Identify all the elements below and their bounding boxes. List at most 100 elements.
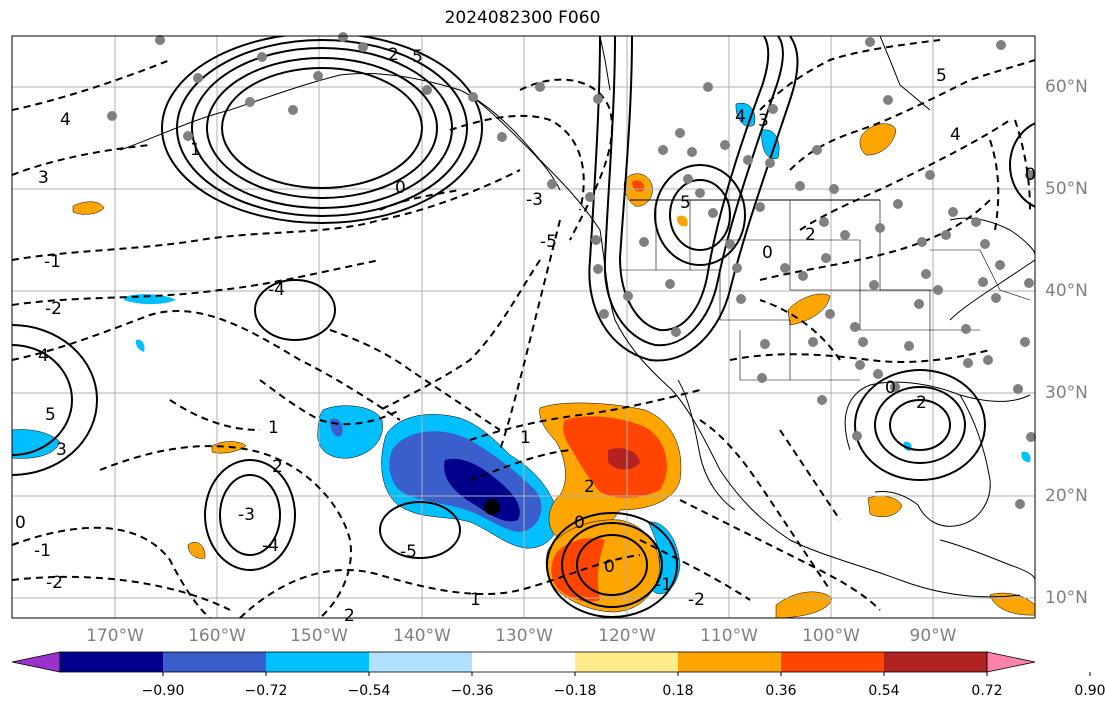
positive-anomaly-region xyxy=(787,293,831,326)
contour-label: -3 xyxy=(526,190,543,210)
contour-label: -5 xyxy=(400,542,417,562)
contour-label: 1 xyxy=(190,140,201,160)
colorbar-segment xyxy=(60,652,164,672)
contour-label: 4 xyxy=(38,346,49,366)
negative-anomaly-region xyxy=(317,405,383,459)
map-title: 2024082300 F060 xyxy=(444,8,601,28)
contour-label: -5 xyxy=(540,232,557,252)
contour-label: -2 xyxy=(688,590,705,610)
contour-label: 4 xyxy=(60,110,71,130)
positive-anomaly-region xyxy=(187,542,206,559)
colorbar-segment xyxy=(266,652,370,672)
longitude-label: 150°W xyxy=(290,626,348,646)
longitude-label: 140°W xyxy=(393,626,451,646)
contour-label: 3 xyxy=(758,111,769,131)
shaded-anomaly-layer xyxy=(12,102,1035,618)
positive-anomaly-region xyxy=(676,215,688,227)
latitude-label: 30°N xyxy=(1045,383,1088,403)
colorbar-tick-label: −0.18 xyxy=(553,683,597,699)
latitude-label: 10°N xyxy=(1045,588,1088,608)
latitude-label: 20°N xyxy=(1045,486,1088,506)
contour-label: 5 xyxy=(680,193,691,213)
political-borders xyxy=(620,200,1031,381)
storm-center-marker xyxy=(484,499,500,515)
contour-label: -4 xyxy=(268,280,285,300)
colorbar-tick-label: −0.72 xyxy=(244,683,288,699)
contour-label: -1 xyxy=(34,541,51,561)
colorbar-tick-label: 0.36 xyxy=(765,683,797,699)
contour-label: 0 xyxy=(574,513,585,533)
colorbar-segment xyxy=(163,652,267,672)
positive-anomaly-region xyxy=(775,591,833,618)
latitude-label: 50°N xyxy=(1045,179,1088,199)
colorbar-tick-label: 0.54 xyxy=(868,683,900,699)
contour-label: -4 xyxy=(262,536,279,556)
contour-label: 0 xyxy=(1025,165,1036,185)
colorbar xyxy=(11,651,1091,676)
negative-anomaly-region xyxy=(12,429,61,459)
contour-label: 1 xyxy=(520,428,531,448)
contour-label: 2 xyxy=(584,477,595,497)
colorbar-segment xyxy=(678,652,782,672)
contour-label: -2 xyxy=(46,573,63,593)
contour-labels: 5 4 3 2 1 0 -1 -2 -3 -4 -5 4 5 3 2 1 0 -… xyxy=(15,45,1036,626)
contour-label: 0 xyxy=(762,243,773,263)
contour-label: 0 xyxy=(15,513,26,533)
station-markers xyxy=(107,32,1036,509)
colorbar-segment xyxy=(575,652,679,672)
contour-label: 5 xyxy=(936,66,947,86)
latitude-label: 60°N xyxy=(1045,77,1088,97)
contour-label: -3 xyxy=(238,505,255,525)
contour-label: -1 xyxy=(655,575,672,595)
contour-label: -2 xyxy=(45,299,62,319)
colorbar-extend-low xyxy=(11,651,61,673)
colorbar-segment xyxy=(369,652,473,672)
contour-label: 5 xyxy=(412,47,423,67)
longitude-label: 160°W xyxy=(188,626,246,646)
contour-label: 1 xyxy=(470,590,481,610)
longitude-label: 170°W xyxy=(86,626,144,646)
contour-label: 0 xyxy=(395,178,406,198)
contour-label: 5 xyxy=(45,405,56,425)
negative-anomaly-region xyxy=(1021,451,1031,463)
negative-anomaly-region xyxy=(761,129,780,160)
colorbar-tick-label: −0.36 xyxy=(450,683,494,699)
positive-anomaly-region xyxy=(859,123,897,156)
longitude-label: 120°W xyxy=(598,626,656,646)
colorbar-tick-label: 0.90 xyxy=(1074,683,1105,699)
colorbar-outline xyxy=(59,651,988,673)
colorbar-tick-label: 0.72 xyxy=(971,683,1003,699)
longitude-label: 130°W xyxy=(495,626,553,646)
negative-anomaly-region xyxy=(135,339,145,352)
contour-label: 0 xyxy=(885,378,896,398)
contour-label: 1 xyxy=(268,418,279,438)
longitude-label: 110°W xyxy=(700,626,758,646)
contour-label: 2 xyxy=(388,45,399,65)
colorbar-segment xyxy=(884,652,988,672)
positive-contours xyxy=(12,36,1035,618)
contour-label: 3 xyxy=(38,168,49,188)
contour-label: 2 xyxy=(344,606,355,626)
negative-anomaly-center xyxy=(444,458,520,522)
contour-label: 2 xyxy=(272,457,283,477)
colorbar-tick-label: −0.90 xyxy=(141,683,185,699)
positive-anomaly-region xyxy=(72,201,105,215)
positive-anomaly-region xyxy=(867,495,903,517)
contour-label: 4 xyxy=(735,107,746,127)
contour-label: 0 xyxy=(604,557,615,577)
negative-contours xyxy=(12,39,1035,618)
longitude-label: 100°W xyxy=(802,626,860,646)
contour-label: 2 xyxy=(916,393,927,413)
colorbar-tick-label: 0.18 xyxy=(662,683,694,699)
longitude-label: 90°W xyxy=(909,626,957,646)
contour-label: 3 xyxy=(56,440,67,460)
gridlines xyxy=(12,36,1035,618)
latitude-label: 40°N xyxy=(1045,281,1088,301)
positive-anomaly-region xyxy=(989,592,1035,616)
contour-label: -1 xyxy=(44,252,61,272)
colorbar-segment xyxy=(472,652,576,672)
positive-anomaly-center xyxy=(608,448,640,470)
map-frame xyxy=(11,35,1036,619)
colorbar-tick-label: −0.54 xyxy=(347,683,391,699)
